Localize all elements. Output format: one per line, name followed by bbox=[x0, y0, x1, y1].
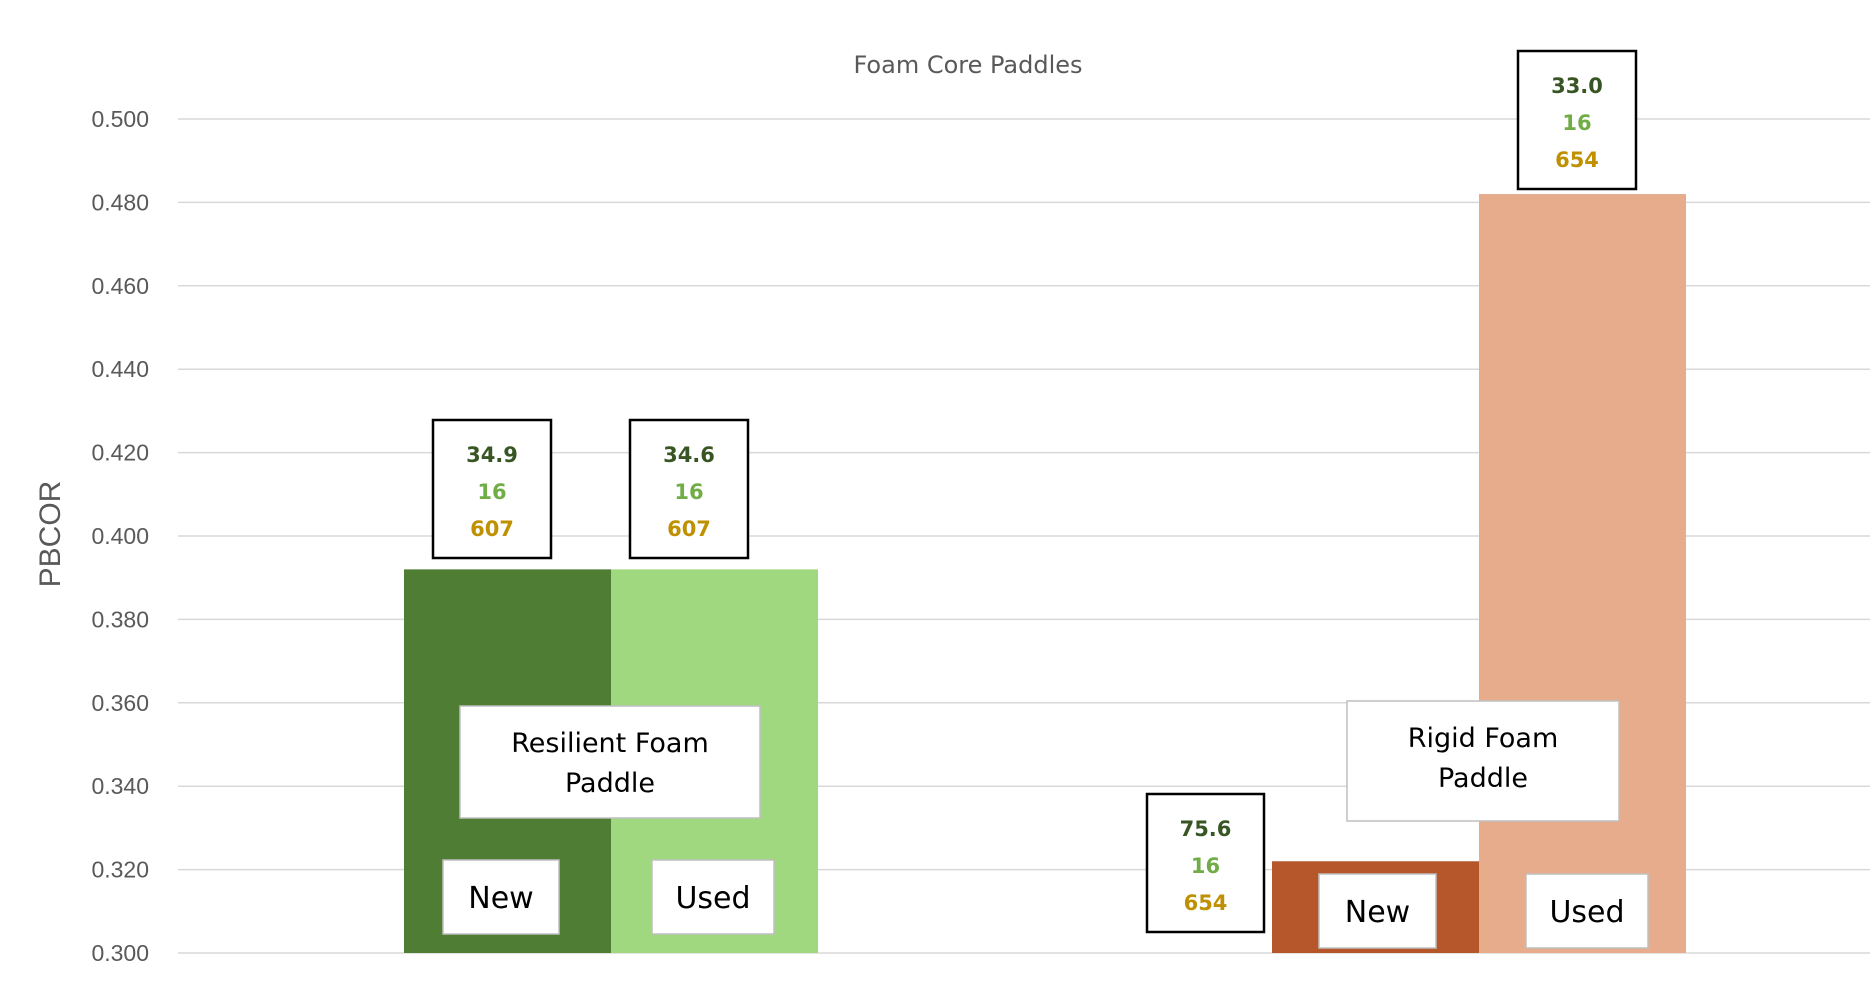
bar-label-box bbox=[651, 859, 775, 935]
y-tick-labels: 0.300 0.320 0.340 0.360 0.380 0.400 0.420 0.440… bbox=[91, 106, 149, 966]
bar-label-box bbox=[1318, 873, 1437, 949]
annotations: Resilient Foam Paddle New 34.9 16 607 Used 34.6… bbox=[431, 49, 1649, 949]
data-label-value: 654 bbox=[1555, 148, 1599, 172]
y-axis-label: PBCOR bbox=[34, 481, 67, 588]
data-label-value: 607 bbox=[470, 517, 514, 541]
group-label-box bbox=[459, 705, 761, 819]
data-label-value: 16 bbox=[1562, 111, 1591, 135]
bar-label: New bbox=[468, 881, 533, 916]
y-tick-label: 0.340 bbox=[91, 773, 149, 799]
group-label-box bbox=[1346, 700, 1620, 822]
y-tick-label: 0.500 bbox=[91, 106, 149, 132]
data-label-value: 75.6 bbox=[1180, 817, 1232, 841]
group-label-line: Resilient Foam bbox=[511, 728, 709, 759]
y-tick-label: 0.320 bbox=[91, 857, 149, 883]
data-label-value: 654 bbox=[1184, 891, 1228, 915]
bar-label: Used bbox=[675, 881, 750, 916]
bar-label: Used bbox=[1549, 895, 1624, 930]
group-label-line: Rigid Foam bbox=[1408, 723, 1559, 754]
bars bbox=[404, 194, 1686, 953]
bar-label-box bbox=[442, 859, 560, 935]
data-label-box bbox=[1516, 49, 1638, 191]
y-tick-label: 0.400 bbox=[91, 523, 149, 549]
data-label-value: 16 bbox=[674, 480, 703, 504]
y-tick-label: 0.440 bbox=[91, 356, 149, 382]
data-label-box bbox=[1145, 792, 1266, 934]
bar-label-box bbox=[1525, 873, 1649, 949]
data-label-box bbox=[628, 418, 750, 560]
bar-label: New bbox=[1345, 895, 1410, 930]
chart-title: Foam Core Paddles bbox=[853, 51, 1082, 79]
bar-rigid-used bbox=[1479, 194, 1686, 953]
data-label-value: 16 bbox=[477, 480, 506, 504]
y-tick-label: 0.420 bbox=[91, 440, 149, 466]
data-label-value: 33.0 bbox=[1551, 74, 1603, 98]
data-label-value: 34.6 bbox=[663, 443, 715, 467]
y-tick-label: 0.460 bbox=[91, 273, 149, 299]
y-tick-label: 0.300 bbox=[91, 940, 149, 966]
y-tick-label: 0.480 bbox=[91, 189, 149, 215]
data-label-value: 16 bbox=[1191, 854, 1220, 878]
data-label-value: 34.9 bbox=[466, 443, 518, 467]
group-label-line: Paddle bbox=[1438, 763, 1528, 794]
group-label-line: Paddle bbox=[565, 768, 655, 799]
y-tick-label: 0.380 bbox=[91, 606, 149, 632]
data-label-value: 607 bbox=[667, 517, 711, 541]
data-label-box bbox=[431, 418, 553, 560]
y-tick-label: 0.360 bbox=[91, 690, 149, 716]
